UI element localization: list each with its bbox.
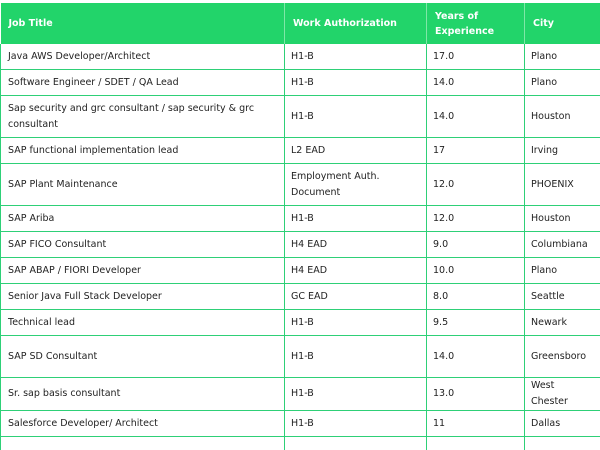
cell-city: Irving [524, 137, 600, 164]
table-row: Sap security and grc consultant / sap se… [0, 95, 600, 138]
cell-job-title: Sr. sap basis consultant [0, 377, 285, 411]
cell-work-authorization: H1-B [284, 309, 427, 336]
cell-work-authorization: H4 EAD [284, 231, 427, 258]
cell-job-title: Salesforce Developer/ Architect [0, 410, 285, 437]
cell-years-of-experience: 14.0 [426, 335, 525, 378]
cell-job-title: Java AWS Developer/Architect [0, 44, 285, 70]
cell-job-title: Senior Java Full Stack Developer [0, 283, 285, 310]
cell-years-of-experience: 8.0 [426, 283, 525, 310]
cell-city: Seattle [524, 283, 600, 310]
cell-work-authorization: L2 EAD [284, 137, 427, 164]
cell-city: Newark [524, 309, 600, 336]
cell-years-of-experience: 12.0 [426, 163, 525, 206]
cell-job-title: SAP SD Consultant [0, 335, 285, 378]
cell-work-authorization: H1-B [284, 95, 427, 138]
table-row [0, 436, 600, 450]
cell-years-of-experience: 13.0 [426, 377, 525, 411]
table-body: Java AWS Developer/Architect H1-B 17.0 P… [0, 44, 600, 450]
cell-city: Columbiana [524, 231, 600, 258]
cell-city: Dallas [524, 410, 600, 437]
cell-work-authorization: Employment Auth. Document [284, 163, 427, 206]
cell-job-title: SAP Ariba [0, 205, 285, 232]
cell-job-title [0, 436, 285, 450]
cell-work-authorization: H4 EAD [284, 257, 427, 284]
cell-years-of-experience [426, 436, 525, 450]
cell-years-of-experience: 12.0 [426, 205, 525, 232]
cell-city: Plano [524, 257, 600, 284]
cell-years-of-experience: 10.0 [426, 257, 525, 284]
cell-city: West Chester [524, 377, 600, 411]
cell-job-title: Technical lead [0, 309, 285, 336]
table-row: SAP FICO Consultant H4 EAD 9.0 Columbian… [0, 231, 600, 258]
cell-city: PHOENIX [524, 163, 600, 206]
cell-years-of-experience: 17.0 [426, 44, 525, 70]
cell-job-title: Software Engineer / SDET / QA Lead [0, 69, 285, 96]
table-row: SAP SD Consultant H1-B 14.0 Greensboro [0, 335, 600, 378]
cell-job-title: SAP ABAP / FIORI Developer [0, 257, 285, 284]
column-header-work-authorization[interactable]: Work Authorization [284, 3, 427, 44]
table-row: SAP ABAP / FIORI Developer H4 EAD 10.0 P… [0, 257, 600, 284]
cell-city: Houston [524, 95, 600, 138]
candidates-table: Job Title Work Authorization Years of Ex… [0, 3, 600, 450]
cell-years-of-experience: 9.5 [426, 309, 525, 336]
table-row: Senior Java Full Stack Developer GC EAD … [0, 283, 600, 310]
table-row: Technical lead H1-B 9.5 Newark [0, 309, 600, 336]
cell-work-authorization: H1-B [284, 335, 427, 378]
cell-city: Greensboro [524, 335, 600, 378]
cell-city: Houston [524, 205, 600, 232]
cell-job-title: SAP FICO Consultant [0, 231, 285, 258]
table-row: SAP functional implementation lead L2 EA… [0, 137, 600, 164]
table-row: Salesforce Developer/ Architect H1-B 11 … [0, 410, 600, 437]
column-header-years-of-experience[interactable]: Years of Experience [426, 3, 525, 44]
cell-job-title: SAP functional implementation lead [0, 137, 285, 164]
cell-work-authorization: H1-B [284, 69, 427, 96]
cell-work-authorization: H1-B [284, 205, 427, 232]
cell-work-authorization: H1-B [284, 377, 427, 411]
table-row: SAP Ariba H1-B 12.0 Houston [0, 205, 600, 232]
cell-work-authorization: H1-B [284, 410, 427, 437]
column-header-city[interactable]: City [524, 3, 600, 44]
cell-years-of-experience: 11 [426, 410, 525, 437]
table-row: SAP Plant Maintenance Employment Auth. D… [0, 163, 600, 206]
cell-years-of-experience: 14.0 [426, 69, 525, 96]
table-row: Java AWS Developer/Architect H1-B 17.0 P… [0, 44, 600, 70]
cell-years-of-experience: 14.0 [426, 95, 525, 138]
table-row: Software Engineer / SDET / QA Lead H1-B … [0, 69, 600, 96]
table-header: Job Title Work Authorization Years of Ex… [0, 3, 600, 44]
candidates-table-container: Job Title Work Authorization Years of Ex… [0, 3, 600, 450]
cell-work-authorization: GC EAD [284, 283, 427, 310]
cell-city: Plano [524, 69, 600, 96]
cell-city [524, 436, 600, 450]
cell-years-of-experience: 9.0 [426, 231, 525, 258]
cell-city: Plano [524, 44, 600, 70]
column-header-job-title[interactable]: Job Title [0, 3, 285, 44]
cell-work-authorization: H1-B [284, 44, 427, 70]
header-row: Job Title Work Authorization Years of Ex… [0, 3, 600, 44]
cell-years-of-experience: 17 [426, 137, 525, 164]
table-row: Sr. sap basis consultant H1-B 13.0 West … [0, 377, 600, 411]
cell-work-authorization [284, 436, 427, 450]
cell-job-title: SAP Plant Maintenance [0, 163, 285, 206]
cell-job-title: Sap security and grc consultant / sap se… [0, 95, 285, 138]
